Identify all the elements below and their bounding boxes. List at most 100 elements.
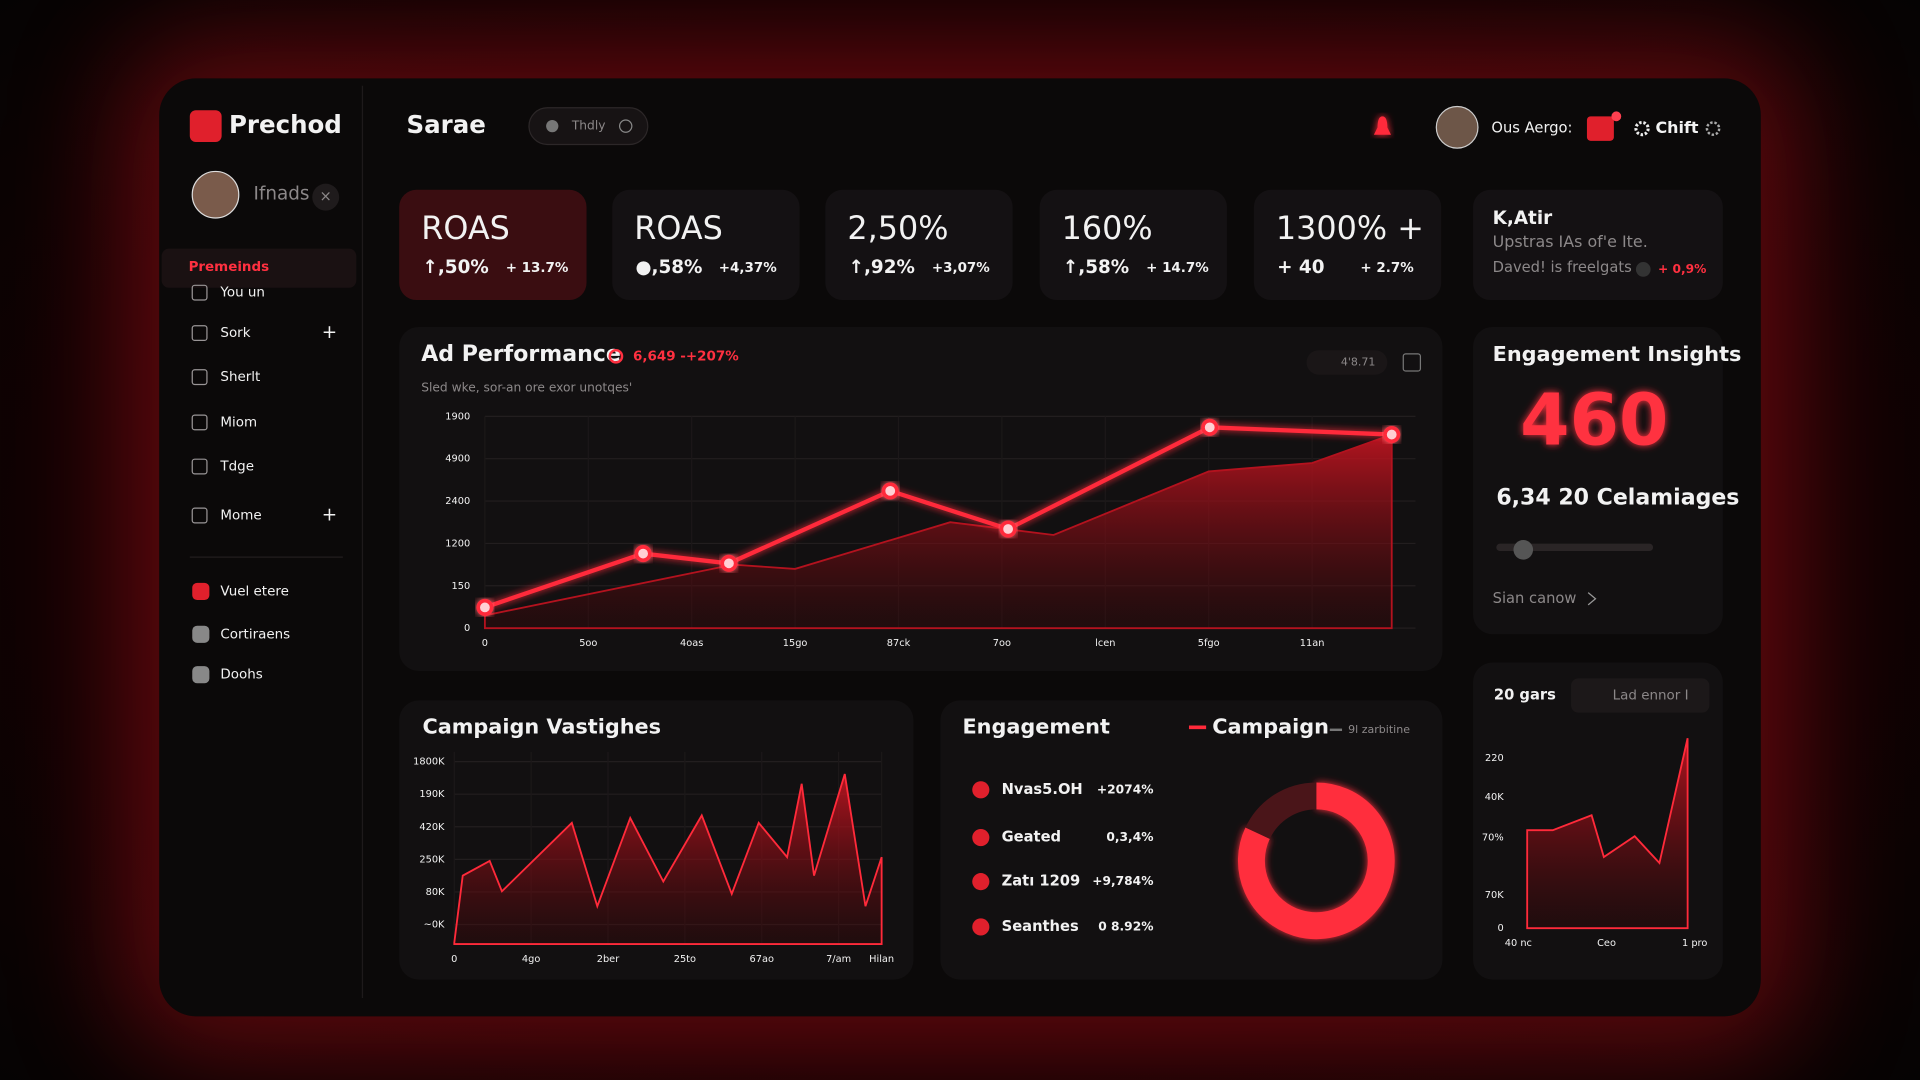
badge[interactable] [1586,116,1614,141]
trend-button[interactable] [1571,678,1710,713]
kpi-value: ROAS [421,209,510,247]
y-tick-label: 80K [426,887,445,898]
slider-track [1496,543,1654,552]
user-name: Ifnads [253,184,309,205]
account-avatar[interactable] [1435,105,1479,149]
kpi-change: ↑,92% [849,257,915,278]
x-tick-label: 7oo [993,638,1011,649]
close-icon: × [320,188,332,205]
settings[interactable] [1705,121,1721,136]
insights-value: 460 [1520,378,1668,461]
kpi-value: 1300% + [1276,209,1424,247]
x-tick-label: 25to [674,954,696,965]
logo [189,110,222,143]
sidebar-icon [191,507,208,524]
kpi-value: 160% [1062,209,1153,247]
area [453,773,883,946]
sidebar-item[interactable]: Vuel etere [220,584,288,599]
x-tick-label: 40 nc [1505,938,1532,949]
sidebar-section: Premeinds [189,260,270,275]
point [1201,418,1219,436]
kpi-value: 2,50% [847,209,948,247]
row-icon [972,781,990,799]
sidebar-icon [192,666,210,684]
x-tick-label: 15go [783,638,808,649]
y-tick-label: 220 [1485,753,1504,764]
x-tick-label: 5oo [579,638,597,649]
slider-knob[interactable] [1513,540,1534,560]
bell[interactable] [1373,116,1392,135]
kpi-delta: + 2.7% [1360,261,1414,276]
trend-button-text: Lad ennor I [1613,689,1689,704]
y-tick-label: 190K [419,789,445,800]
row-value: +2074% [1097,782,1154,796]
sidebar-item[interactable]: You un [219,286,265,301]
y-tick-label: 70K [1485,890,1504,901]
note-title: K,Atir [1493,208,1553,229]
y-tick-label: 2400 [445,496,470,507]
switch-label[interactable]: Chift [1656,118,1699,137]
insights-detail: 6,34 20 Celamiages [1496,485,1739,510]
y-tick-label: ~0K [424,920,445,931]
sidebar-item[interactable]: Miom [220,415,257,430]
row-label: Geated [1002,829,1061,846]
search-user-icon [546,120,559,133]
kpi-card [612,189,800,301]
sidebar-item[interactable]: Tdge [219,460,254,475]
ad-expand[interactable] [1402,353,1422,372]
x-tick-label: 11an [1300,638,1325,649]
kpi-delta: +4,37% [719,261,777,276]
kpi-card [1253,189,1442,301]
ad-control-text: 4'8.71 [1341,355,1376,368]
engagement-title: Engagement [962,714,1110,738]
sidebar-active[interactable] [161,248,357,288]
insights-link[interactable]: Sian canow [1493,590,1577,607]
sidebar-item[interactable]: Doohs [220,668,262,683]
search-pill[interactable] [528,107,649,146]
point [881,482,899,500]
y-tick-label: 1900 [445,411,470,422]
close-button[interactable] [312,183,340,211]
y-tick-label: 250K [419,854,445,865]
sidebar-icon [192,582,210,601]
y-tick-label: 40K [1485,792,1504,803]
x-tick-label: Ceo [1597,938,1616,949]
sidebar-item[interactable]: Cortiraens [220,627,290,642]
x-tick-label: 4go [522,954,540,965]
x-tick-label: 0 [451,954,457,965]
sidebar-icon [191,458,208,475]
kpi-delta: + 13.7% [506,261,569,276]
add-icon: + [322,322,337,343]
area [1526,738,1689,930]
row-icon [972,828,990,847]
sidebar-item[interactable]: Sherlt [220,370,260,385]
note-toggle[interactable] [1635,262,1651,277]
insights-title: Engagement Insights [1493,342,1742,366]
sidebar-icon [191,414,208,431]
row-value: 0,3,4% [1106,830,1153,844]
x-tick-label: Hilan [869,954,894,965]
row-label: Nvas5.OH [1002,781,1083,798]
search-text: Thdly [571,119,606,133]
header-title: Sarae [407,110,486,139]
x-tick-label: 7/am [826,954,851,965]
sidebar-item[interactable]: Mome [220,509,261,524]
ad-control[interactable] [1306,350,1388,375]
point [476,598,494,616]
x-tick-label: lcen [1095,638,1115,649]
x-tick-label: 0 [482,638,488,649]
trend-title: 20 gars [1494,687,1556,704]
sidebar-icon [192,625,210,643]
add-icon: + [322,505,337,526]
ad-stat: 6,649 -+207% [633,349,739,364]
kpi-card [825,189,1013,301]
sidebar-icon [191,284,208,301]
point [720,554,738,572]
sidebar-item[interactable]: Sork [220,326,250,341]
legend-label: Campaign [1212,714,1329,738]
note-delta: + 0,9% [1658,262,1706,276]
x-tick-label: 5fgo [1198,638,1220,649]
kpi-card [1039,189,1227,301]
